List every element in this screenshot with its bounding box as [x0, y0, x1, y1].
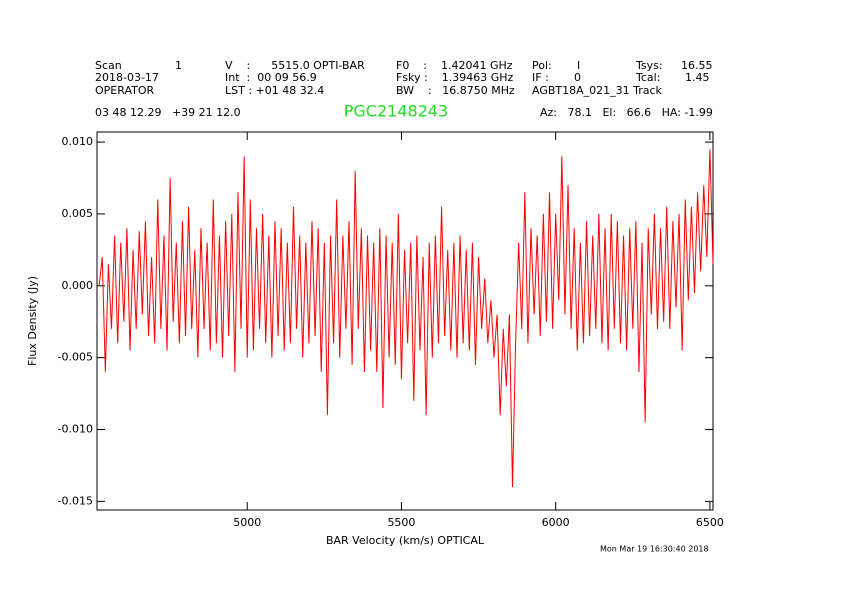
header-field: 1.45	[685, 71, 710, 84]
header-field: F0 : 1.42041 GHz	[396, 59, 513, 72]
header-field: LST : +01 48 32.4	[225, 84, 324, 97]
header-field: Pol:	[532, 59, 552, 72]
header-field: Int : 00 09 56.9	[225, 71, 317, 84]
y-tick-label: -0.005	[58, 351, 93, 364]
x-tick-label: 5500	[387, 516, 415, 529]
header: Scan 1 V : 5515.0 OPTI-BAR F0 : 1.42041 …	[95, 59, 713, 119]
chart-title: PGC2148243	[344, 102, 448, 121]
y-tick-label: -0.010	[58, 423, 93, 436]
header-field: Fsky : 1.39463 GHz	[396, 71, 514, 84]
header-field: V : 5515.0 OPTI-BAR	[225, 59, 365, 72]
timestamp: Mon Mar 19 16:30:40 2018	[600, 545, 709, 554]
header-field: OPERATOR	[95, 84, 154, 97]
x-tick-label: 6000	[542, 516, 570, 529]
x-tick-label: 6500	[696, 516, 724, 529]
x-tick-label: 5000	[233, 516, 261, 529]
header-field: Az: 78.1 El: 66.6 HA: -1.99	[540, 106, 713, 119]
y-axis-label: Flux Density (Jy)	[26, 276, 39, 366]
header-field: 2018-03-17	[95, 71, 159, 84]
header-field: I	[577, 59, 580, 72]
y-tick-label: 0.010	[62, 135, 94, 148]
header-field: Scan	[95, 59, 122, 72]
y-tick-label: -0.015	[58, 494, 93, 507]
y-tick-label: 0.000	[62, 279, 94, 292]
header-field: 16.55	[681, 59, 713, 72]
header-field: 1	[175, 59, 182, 72]
spectrum-line	[98, 149, 714, 488]
header-field: AGBT18A_021_31 Track	[532, 84, 663, 97]
x-axis-label: BAR Velocity (km/s) OPTICAL	[326, 534, 485, 547]
header-field: Tsys:	[635, 59, 663, 72]
header-field: Tcal:	[635, 71, 660, 84]
header-field: BW : 16.8750 MHz	[396, 84, 515, 97]
header-field: IF :	[532, 71, 549, 84]
y-tick-label: 0.005	[62, 207, 94, 220]
header-field: 0	[574, 71, 581, 84]
plot-frame	[96, 131, 714, 511]
header-field: 03 48 12.29 +39 21 12.0	[95, 106, 241, 119]
